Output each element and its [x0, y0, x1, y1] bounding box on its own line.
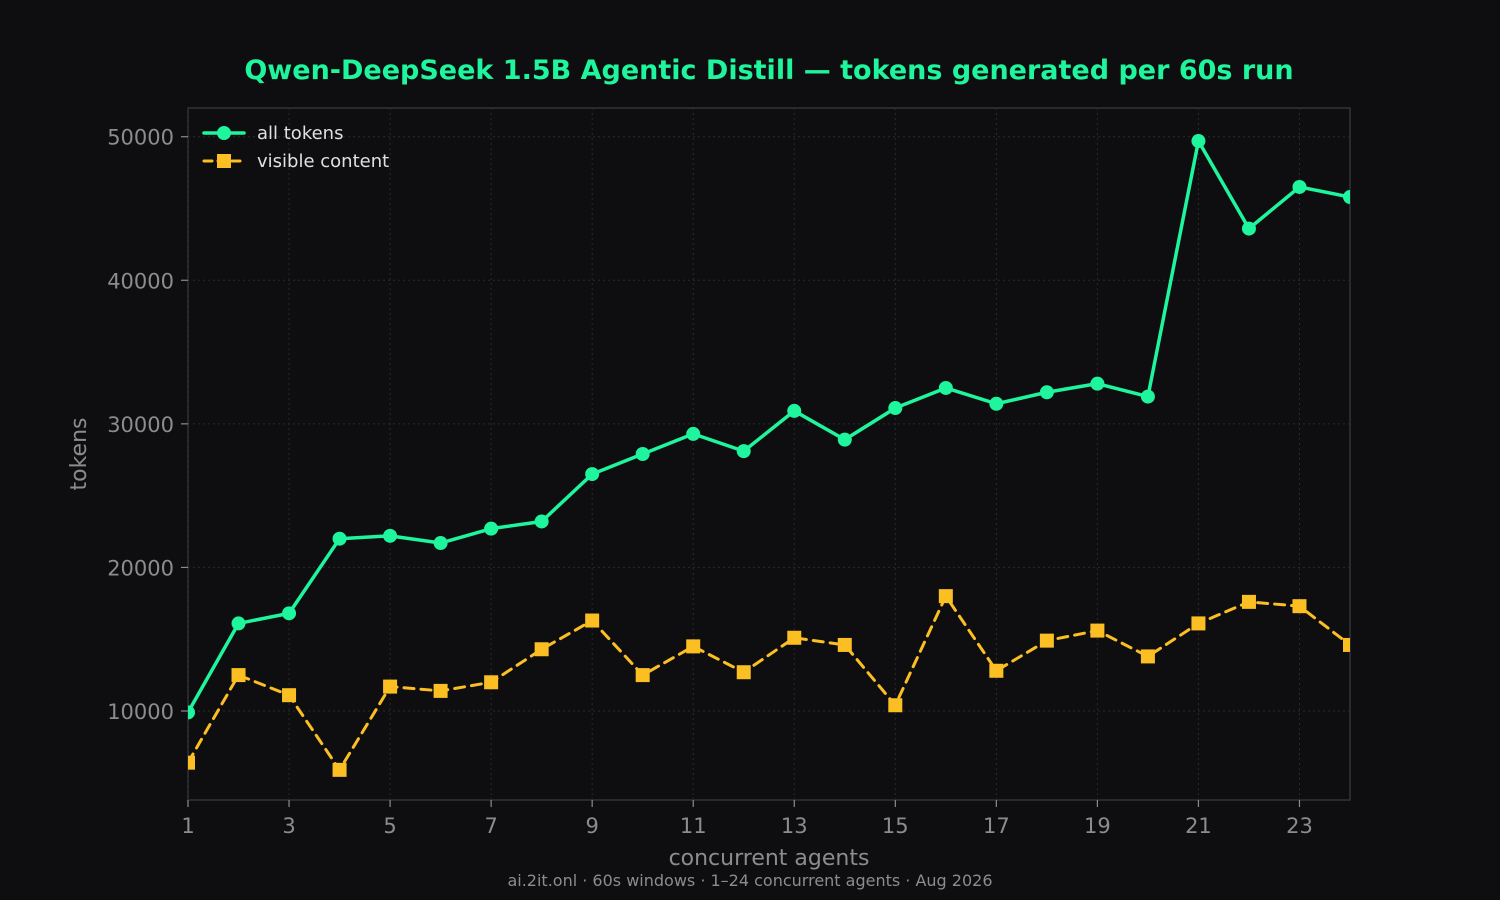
y-tick-label: 50000 [107, 126, 174, 150]
point-visible-content [938, 589, 953, 604]
legend-label: visible content [257, 151, 389, 172]
point-visible-content [1343, 637, 1350, 652]
point-all-tokens [484, 521, 499, 536]
point-visible-content [1292, 599, 1307, 614]
x-tick-label: 7 [484, 814, 497, 838]
point-visible-content [1090, 623, 1105, 638]
x-tick-label: 17 [983, 814, 1010, 838]
y-tick-label: 40000 [107, 269, 174, 293]
series-layer [188, 134, 1350, 777]
x-tick-label: 15 [882, 814, 909, 838]
point-all-tokens [837, 432, 852, 447]
point-visible-content [534, 642, 549, 657]
legend-marker [217, 154, 231, 168]
point-all-tokens [989, 396, 1004, 411]
point-all-tokens [383, 528, 398, 543]
x-tick-label: 1 [181, 814, 194, 838]
point-all-tokens [635, 447, 650, 461]
footer-caption: ai.2it.onl · 60s windows · 1–24 concurre… [507, 871, 992, 890]
legend-label: all tokens [257, 123, 343, 144]
x-tick-label: 5 [383, 814, 396, 838]
point-all-tokens [282, 606, 297, 621]
point-all-tokens [686, 426, 701, 441]
point-visible-content [1140, 649, 1155, 664]
point-all-tokens [1241, 221, 1256, 236]
legend: all tokens visible content [202, 123, 389, 172]
point-visible-content [585, 613, 600, 628]
y-tick-label: 10000 [107, 700, 174, 724]
x-tick-label: 13 [781, 814, 808, 838]
legend-marker [217, 126, 231, 140]
y-axis-label: tokens [67, 418, 92, 491]
point-all-tokens [188, 705, 195, 720]
x-tick-label: 3 [282, 814, 295, 838]
point-all-tokens [1090, 376, 1105, 391]
point-visible-content [736, 665, 751, 680]
point-all-tokens [1039, 385, 1054, 400]
point-visible-content [787, 630, 802, 645]
y-tick-label: 30000 [107, 413, 174, 437]
x-tick-label: 21 [1185, 814, 1212, 838]
point-all-tokens [534, 514, 549, 529]
point-visible-content [1241, 594, 1256, 609]
point-visible-content [888, 698, 903, 713]
x-tick-label: 11 [680, 814, 707, 838]
x-tick-label: 19 [1084, 814, 1111, 838]
point-all-tokens [585, 467, 600, 482]
point-all-tokens [1292, 179, 1307, 194]
point-all-tokens [938, 380, 953, 395]
point-visible-content [383, 679, 398, 694]
point-all-tokens [736, 444, 751, 459]
point-all-tokens [1140, 389, 1155, 404]
point-visible-content [837, 637, 852, 652]
series-line-all-tokens [188, 139, 1350, 715]
point-all-tokens [433, 536, 448, 551]
point-all-tokens [1191, 134, 1206, 149]
point-visible-content [1191, 616, 1206, 631]
point-visible-content [282, 688, 297, 703]
point-visible-content [433, 683, 448, 698]
point-visible-content [989, 663, 1004, 678]
x-axis-label: concurrent agents [669, 846, 870, 871]
x-tick-label: 23 [1286, 814, 1313, 838]
point-visible-content [635, 668, 650, 683]
point-visible-content [1039, 633, 1054, 648]
point-all-tokens [888, 401, 903, 416]
plot-frame [187, 107, 1351, 801]
point-visible-content [231, 668, 246, 683]
point-visible-content [332, 762, 347, 777]
point-all-tokens [787, 403, 802, 418]
point-all-tokens [1343, 190, 1350, 205]
point-all-tokens [332, 531, 347, 546]
y-tick-label: 20000 [107, 556, 174, 580]
grid [187, 108, 1350, 800]
series-line-visible-content [188, 594, 1350, 772]
point-visible-content [484, 675, 499, 690]
point-all-tokens [231, 616, 246, 631]
point-visible-content [188, 755, 195, 770]
point-visible-content [686, 639, 701, 654]
chart-title: Qwen-DeepSeek 1.5B Agentic Distill — tok… [244, 55, 1293, 86]
x-tick-label: 9 [585, 814, 598, 838]
